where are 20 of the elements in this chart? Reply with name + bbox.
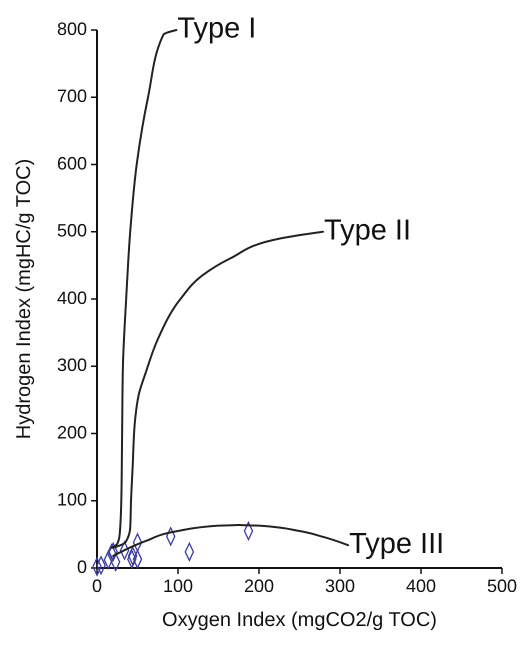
y-tick-label: 600 [56, 153, 87, 174]
y-tick-label: 0 [76, 556, 87, 577]
x-axis-title: Oxygen Index (mgCO2/g TOC) [162, 609, 437, 631]
x-tick-label: 100 [162, 576, 194, 596]
x-tick-label: 0 [92, 576, 102, 596]
y-tick-label: 500 [56, 220, 87, 240]
x-tick-label: 500 [486, 576, 518, 596]
x-tick-label: 400 [406, 576, 436, 596]
y-tick-label: 300 [56, 355, 87, 375]
y-tick-label: 400 [56, 288, 87, 308]
series-label: Type III [349, 528, 444, 560]
x-tick-label: 300 [324, 576, 356, 596]
y-tick-label: 800 [56, 18, 87, 39]
y-tick-label: 100 [56, 490, 87, 510]
y-axis-title: Hydrogen Index (mgHC/g TOC) [13, 158, 35, 440]
y-tick-label: 700 [56, 86, 87, 106]
series-label: Type II [324, 214, 412, 246]
y-tick-label: 200 [56, 422, 87, 442]
series-label: Type I [177, 12, 256, 45]
x-tick-label: 200 [244, 576, 274, 596]
